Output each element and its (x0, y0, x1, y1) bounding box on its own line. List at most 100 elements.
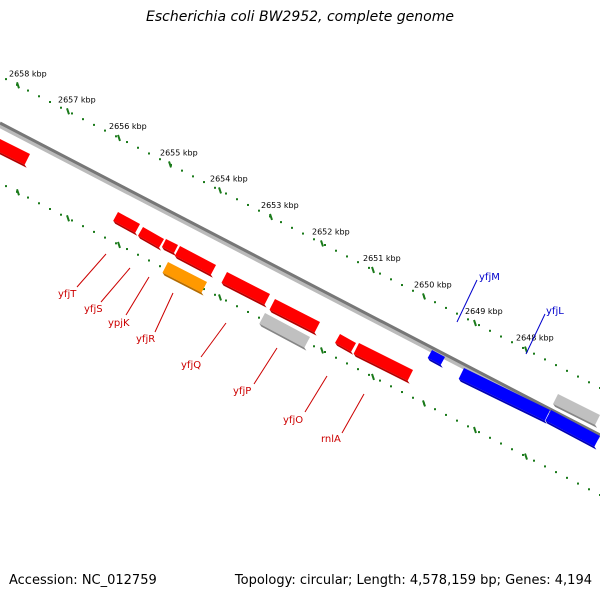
outer-tick-dot (577, 375, 579, 378)
major-tick-mark (168, 161, 172, 168)
inner-tick-dot (258, 316, 260, 319)
gene-feature (174, 246, 216, 278)
gene-body (335, 334, 356, 352)
tick-label: 2649 kbp (465, 307, 503, 316)
gene-label: yfjL (546, 306, 564, 317)
inner-tick-dot (368, 373, 370, 376)
gene-leader-line (200, 322, 227, 358)
gene-leader-line (525, 313, 546, 355)
outer-tick-dot (236, 198, 238, 201)
outer-tick-dot (368, 266, 370, 269)
outer-tick-dot (412, 289, 414, 292)
inner-tick-dot (577, 482, 579, 485)
outer-tick-dot (500, 335, 502, 338)
outer-tick-dot (544, 358, 546, 361)
major-tick-mark (473, 319, 477, 327)
gene-body-shadow (553, 403, 598, 428)
inner-tick-dot (456, 419, 458, 422)
gene-body (553, 394, 600, 425)
outer-tick-dot (192, 175, 194, 178)
inner-tick-dot (148, 259, 150, 262)
inner-tick-dot (544, 465, 546, 468)
major-tick-mark (524, 453, 528, 460)
gene-body (545, 410, 600, 447)
outer-tick-dot (38, 95, 40, 98)
outer-tick-dot (522, 346, 524, 349)
major-tick-mark (320, 347, 324, 354)
major-tick-mark (66, 108, 70, 115)
gene-feature (113, 212, 140, 236)
major-tick-mark (371, 266, 375, 274)
gene-leader-line (456, 279, 478, 323)
gene-features (0, 139, 600, 450)
gene-body-shadow (138, 235, 162, 251)
inner-tick-dot (225, 299, 227, 302)
major-tick-mark (16, 82, 20, 89)
tick-label: 2651 kbp (363, 254, 401, 263)
major-tick-mark (218, 294, 222, 301)
inner-tick-dot (247, 310, 249, 313)
outer-tick-dot (555, 364, 557, 367)
gene-body-shadow (335, 342, 354, 355)
outer-tick-dot (214, 186, 216, 189)
gene-leader-line (100, 267, 131, 303)
gene-feature (161, 239, 178, 257)
outer-tick-dot (27, 89, 29, 92)
major-tick-mark (320, 240, 324, 247)
outer-tick-dot (137, 146, 139, 149)
outer-tick-dot (456, 312, 458, 315)
gene-feature (269, 299, 320, 336)
gene-body (113, 212, 140, 233)
inner-tick-dot (566, 476, 568, 479)
outer-tick-dot (489, 329, 491, 332)
tick-label: 2650 kbp (414, 280, 452, 289)
outer-tick-dot (390, 278, 392, 281)
gene-feature (545, 410, 600, 450)
outer-tick-dot (401, 284, 403, 287)
outer-tick-dot (49, 101, 51, 103)
outer-tick-dot (159, 158, 161, 161)
inner-tick-dot (335, 356, 337, 359)
gene-body (161, 239, 178, 254)
gene-leader-line (341, 393, 365, 434)
major-tick-mark (473, 426, 477, 434)
gene-body-shadow (545, 420, 597, 450)
inner-tick-dot (38, 202, 40, 205)
gene-body (427, 350, 445, 365)
gene-feature (427, 350, 445, 368)
tick-label: 2652 kbp (312, 227, 350, 236)
outer-tick-dot (93, 123, 95, 126)
gene-label: yfjT (58, 289, 77, 300)
outer-tick-dot (291, 226, 293, 229)
genome-backbone-shadow (0, 122, 600, 440)
inner-tick-dot (511, 448, 513, 451)
gene-body-shadow (259, 323, 307, 351)
gene-body-shadow (162, 272, 204, 296)
gene-leader-line (125, 276, 150, 316)
outer-tick-dot (115, 135, 117, 138)
inner-tick-dot (115, 242, 117, 245)
outer-tick-dot (324, 244, 326, 246)
outer-tick-dot (148, 152, 150, 155)
tick-label: 2656 kbp (109, 122, 147, 131)
outer-tick-dot (335, 249, 337, 252)
gene-body (353, 343, 413, 381)
inner-tick-dot (313, 345, 315, 348)
inner-tick-dot (60, 213, 62, 216)
tick-label: 2658 kbp (9, 69, 47, 78)
map-title: Escherichia coli BW2952, complete genome (146, 9, 454, 25)
major-tick-mark (269, 213, 273, 221)
gene-body-shadow (458, 378, 547, 424)
inner-tick-dot (137, 253, 139, 256)
outer-tick-dot (225, 192, 227, 195)
outer-tick-dot (346, 255, 348, 258)
inner-tick-dot (126, 248, 128, 251)
major-tick-mark (218, 187, 222, 194)
gene-body-shadow (0, 152, 27, 168)
inner-tick-dot (500, 442, 502, 445)
gene-feature (353, 343, 413, 384)
gene-body (138, 227, 164, 248)
outer-tick-dot (203, 181, 205, 184)
gene-body-shadow (353, 353, 410, 384)
inner-tick-dot (49, 208, 51, 210)
